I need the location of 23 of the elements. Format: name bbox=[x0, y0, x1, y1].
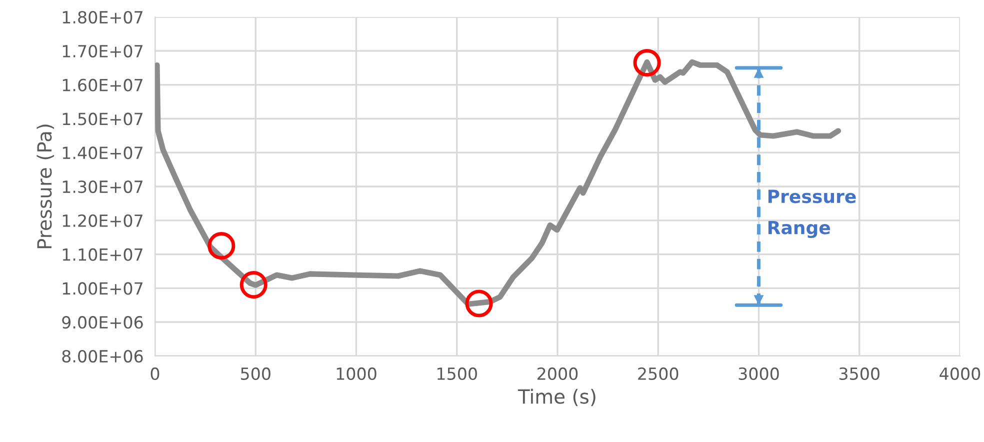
y-tick-label: 1.30E+07 bbox=[62, 180, 142, 194]
y-tick-label: 8.00E+06 bbox=[62, 350, 143, 363]
y-axis-title: Pressure (Pa) bbox=[36, 124, 54, 248]
y-tick-label: 1.70E+07 bbox=[62, 44, 142, 58]
x-axis-title: Time (s) bbox=[518, 388, 596, 406]
y-tick-label: 9.00E+06 bbox=[62, 316, 143, 329]
x-tick-label: 0 bbox=[150, 367, 160, 380]
x-tick-label: 2500 bbox=[638, 367, 678, 380]
x-tick-label: 500 bbox=[241, 367, 270, 380]
y-tick-label: 1.00E+07 bbox=[62, 282, 142, 295]
x-tick-label: 1000 bbox=[336, 367, 376, 380]
y-tick-label: 1.40E+07 bbox=[62, 146, 142, 160]
x-tick-label: 3500 bbox=[839, 367, 880, 380]
y-tick-label: 1.10E+07 bbox=[62, 248, 142, 261]
x-tick-label: 2000 bbox=[538, 367, 578, 380]
y-tick-label: 1.60E+07 bbox=[62, 78, 142, 92]
y-tick-label: 1.20E+07 bbox=[62, 214, 142, 227]
annotation: Pressure Range bbox=[768, 190, 856, 238]
x-tick-label: 4000 bbox=[940, 367, 980, 380]
x-tick-label: 3000 bbox=[738, 367, 779, 380]
y-tick-label: 1.50E+07 bbox=[62, 112, 142, 126]
y-tick-label: 1.80E+07 bbox=[62, 10, 142, 24]
x-tick-label: 1500 bbox=[437, 367, 477, 380]
